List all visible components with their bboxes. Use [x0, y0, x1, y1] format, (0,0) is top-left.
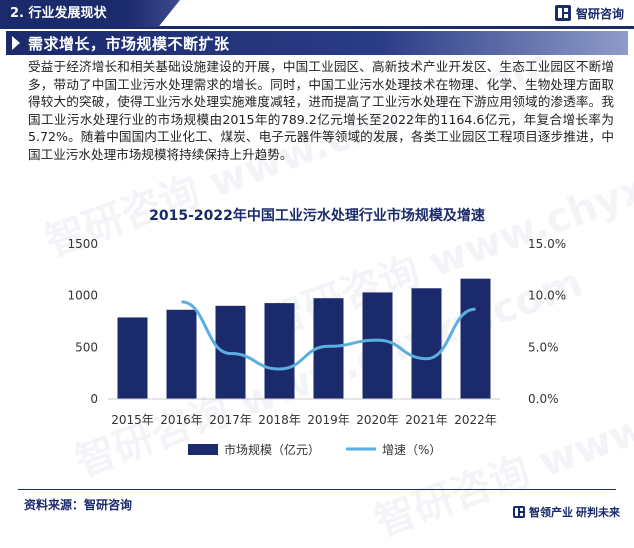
chart-legend: 市场规模（亿元） 增速（%）: [188, 442, 441, 457]
section-label: 2. 行业发展现状: [0, 0, 180, 27]
y-axis-left: 0 500 1000 1500: [67, 237, 98, 406]
source-divider: [18, 489, 616, 490]
y-right-tick-label: 15.0%: [528, 237, 566, 251]
y-right-tick-label: 5.0%: [528, 340, 559, 354]
section-banner: 需求增长，市场规模不断扩张: [6, 31, 628, 55]
source-note: 资料来源：智研咨询: [24, 498, 133, 512]
x-tick-label: 2018年: [258, 413, 301, 427]
y-axis-right: 0.0% 5.0% 10.0% 15.0%: [528, 237, 566, 406]
body-paragraph: 受益于经济增长和相关基础设施建设的开展，中国工业园区、高新技术产业开发区、生态工…: [28, 59, 614, 162]
footer-brand-right: 研判未来: [576, 506, 620, 519]
footer-brand: 智领产业 研判未来: [512, 504, 620, 520]
y-right-tick-label: 0.0%: [528, 392, 559, 406]
market-size-chart: 2015-2022年中国工业污水处理行业市场规模及增速 0 500 1000 1500…: [67, 207, 566, 457]
bar: [411, 288, 442, 399]
y-left-tick-label: 500: [75, 340, 98, 354]
bar: [166, 309, 197, 399]
footer-brand-left: 智领产业: [529, 506, 573, 519]
x-tick-label: 2016年: [160, 413, 203, 427]
y-left-tick-label: 1500: [67, 237, 98, 251]
top-rule: [0, 26, 634, 29]
x-tick-label: 2017年: [209, 413, 252, 427]
legend-line-label: 增速（%）: [382, 443, 441, 457]
brand-name: 智研咨询: [575, 6, 624, 21]
growth-line: [181, 300, 476, 371]
arrow-marker-icon: [12, 36, 20, 50]
x-tick-label: 2022年: [454, 413, 497, 427]
legend-bar-swatch: [188, 444, 218, 455]
y-right-tick-label: 10.0%: [528, 289, 566, 303]
legend-bar-label: 市场规模（亿元）: [224, 442, 320, 457]
bar: [460, 278, 491, 399]
x-tick-label: 2019年: [307, 413, 350, 427]
bar: [264, 303, 295, 399]
y-left-tick-label: 1000: [67, 289, 98, 303]
bar-series: [117, 278, 491, 399]
footer-logo-icon: [513, 506, 525, 518]
bar: [117, 317, 148, 399]
y-left-tick-label: 0: [90, 392, 98, 406]
x-axis: 2015年 2016年 2017年 2018年 2019年 2020年 2021年 2022年: [108, 398, 500, 427]
chart-title: 2015-2022年中国工业污水处理行业市场规模及增速: [149, 207, 485, 224]
header-logo: 智研咨询: [554, 4, 624, 22]
x-tick-label: 2021年: [405, 413, 448, 427]
brand-logo-icon: [554, 5, 571, 21]
line-series: [181, 300, 476, 371]
bar: [362, 292, 393, 399]
x-tick-label: 2020年: [356, 413, 399, 427]
banner-title: 需求增长，市场规模不断扩张: [28, 34, 230, 53]
x-tick-label: 2015年: [111, 413, 154, 427]
